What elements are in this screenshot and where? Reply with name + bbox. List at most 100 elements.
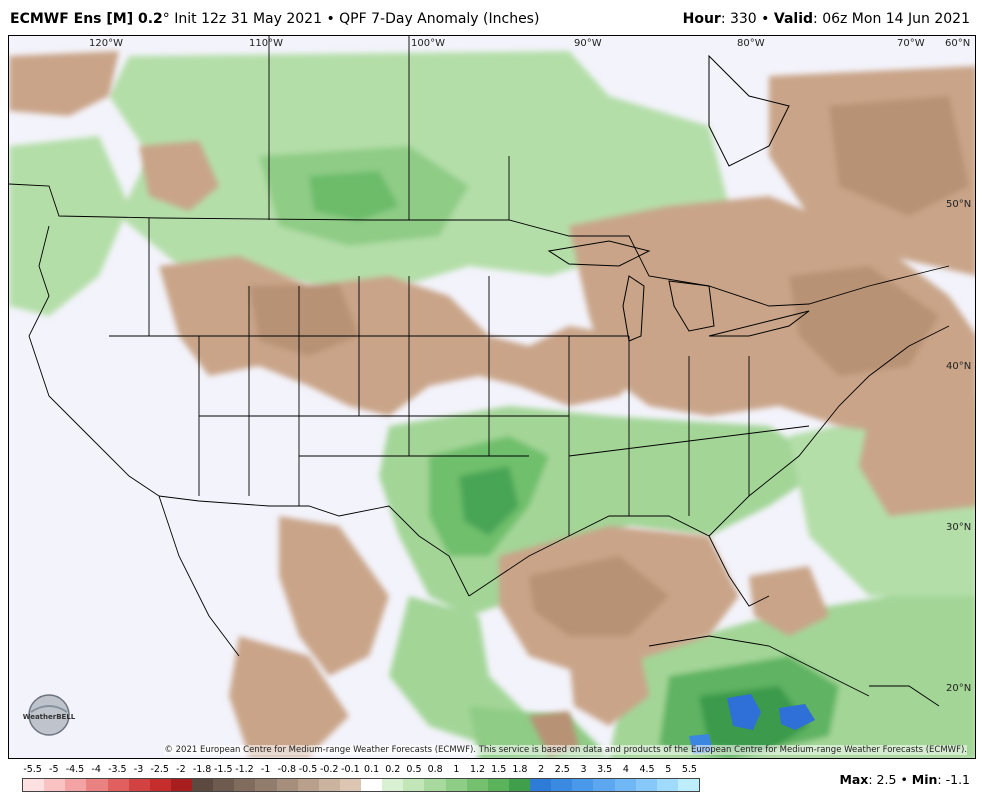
legend-tick-label: 0.1 [364, 764, 380, 775]
dry-area-alberta [139, 141, 219, 211]
map-title: ECMWF Ens [M] 0.2° Init 12z 31 May 2021 … [10, 11, 539, 27]
copyright-notice: © 2021 European Centre for Medium-range … [164, 745, 967, 755]
legend-tick-label: 1.8 [512, 764, 528, 775]
min-value: : -1.1 [937, 772, 970, 787]
legend-swatch [572, 779, 594, 791]
legend-tick-label: -5 [49, 764, 59, 775]
map-panel: 120°W 110°W 100°W 90°W 80°W 70°W 60°N 50… [8, 35, 976, 759]
legend-tick-label: 1 [453, 764, 460, 775]
legend-swatch [318, 779, 340, 791]
legend-swatch [107, 779, 129, 791]
legend-tick-label: 1.2 [469, 764, 486, 775]
legend-swatch [128, 779, 150, 791]
init-time: Init 12z 31 May 2021 [174, 11, 322, 27]
legend-swatch [234, 779, 256, 791]
legend-swatch [276, 779, 298, 791]
dry-area-florida-east [749, 566, 829, 636]
lon-label-100w: 100°W [411, 38, 445, 49]
product-name: QPF 7-Day Anomaly (Inches) [339, 11, 540, 27]
legend-tick-label: -1.2 [235, 764, 254, 775]
legend-swatch [445, 779, 467, 791]
min-label: Min [911, 772, 938, 787]
lat-label-40n: 40°N [946, 361, 972, 372]
header: ECMWF Ens [M] 0.2° Init 12z 31 May 2021 … [0, 0, 984, 34]
legend-tick-label: -1 [260, 764, 271, 775]
mexico-baja [158, 495, 240, 657]
very-wet-area-east [779, 704, 815, 730]
dry-area-northwest-canada [9, 51, 119, 116]
us-mexico-border [158, 495, 470, 597]
lon-label-120w: 120°W [89, 38, 123, 49]
wet-area-canada-core [309, 171, 399, 221]
max-value: : 2.5 [868, 772, 897, 787]
great-lakes [547, 54, 810, 342]
lon-label-70w: 70°W [897, 38, 925, 49]
title-bullet: • [326, 11, 335, 27]
legend-tick-label: 3 [580, 764, 587, 775]
svg-text:WeatherBELL: WeatherBELL [23, 713, 76, 721]
legend-swatch [192, 779, 214, 791]
lake-michigan [622, 275, 645, 342]
legend-tick-label: -0.2 [319, 764, 339, 775]
state-grid-rows [109, 335, 810, 457]
lake-superior [547, 240, 651, 267]
legend-tick-label: -5.5 [23, 764, 42, 775]
us-canada-border [9, 183, 950, 307]
color-legend: -5.5 -5 -4.5 -4 -3.5 -3 -2.5 -2 -1.8 -1.5 -1.2 -1 -0… [0, 762, 984, 808]
legend-tick-label: 0.8 [427, 764, 443, 775]
lat-label-60n: 60°N [945, 38, 971, 49]
legend-swatch [551, 779, 573, 791]
legend-tick-label: 1.5 [491, 764, 507, 775]
state-grid-east [488, 276, 750, 536]
dry-area-mexico-plateau [229, 636, 349, 756]
legend-tick-label: -0.5 [298, 764, 318, 775]
dry-area-northeast-core [789, 266, 939, 376]
legend-swatch [170, 779, 192, 791]
us-west-coast [28, 225, 160, 497]
legend-swatch [149, 779, 171, 791]
lake-huron [668, 280, 715, 332]
legend-swatch [213, 779, 235, 791]
dry-area-gulf-core [529, 556, 669, 636]
legend-tick-label: -4.5 [65, 764, 85, 775]
legend-swatch [593, 779, 615, 791]
legend-swatch [656, 779, 678, 791]
lon-label-80w: 80°W [737, 38, 765, 49]
valid-value: : 06z Mon 14 Jun 2021 [813, 11, 970, 27]
cuba-outline [648, 635, 870, 697]
legend-tick-label: -1.8 [192, 764, 212, 775]
dry-area-great-lakes-east [569, 196, 975, 436]
lat-label-20n: 20°N [946, 683, 972, 694]
maxmin-bullet: • [900, 772, 908, 787]
legend-tick-label: 4 [622, 764, 629, 775]
lat-label-50n: 50°N [946, 199, 972, 210]
lon-label-110w: 110°W [249, 38, 283, 49]
valid-bullet: • [761, 11, 770, 27]
dry-area-atlantic-east [859, 396, 975, 516]
legend-swatch [382, 779, 404, 791]
valid-time-info: Hour: 330 • Valid: 06z Mon 14 Jun 2021 [683, 11, 970, 27]
legend-tick-label: -3.5 [108, 764, 127, 775]
legend-tick-label: 0.2 [385, 764, 401, 775]
dry-area-central-america [529, 711, 579, 756]
legend-swatch [65, 779, 87, 791]
hudson-bay-coast [708, 54, 790, 167]
legend-labels: -5.5 -5 -4.5 -4 -3.5 -3 -2.5 -2 -1.8 -1.5 -1.2 -1 -0… [0, 764, 984, 778]
legend-swatch [635, 779, 657, 791]
lake-erie-ontario [708, 310, 810, 337]
legend-tick-label: -3 [133, 764, 144, 775]
legend-swatch [23, 779, 45, 791]
legend-swatch [677, 779, 699, 791]
legend-swatch [508, 779, 530, 791]
lat-label-30n: 30°N [946, 522, 972, 533]
hour-value: : 330 [720, 11, 757, 27]
legend-tick-label: 4.5 [639, 764, 655, 775]
dry-area-mexico-west [279, 516, 389, 676]
very-wet-areas [689, 694, 815, 754]
legend-swatch [255, 779, 277, 791]
gulf-coast [468, 515, 770, 607]
legend-swatch [44, 779, 66, 791]
legend-swatch [424, 779, 446, 791]
wet-area-texas-core [459, 466, 519, 536]
legend-tick-label: 3.5 [597, 764, 613, 775]
